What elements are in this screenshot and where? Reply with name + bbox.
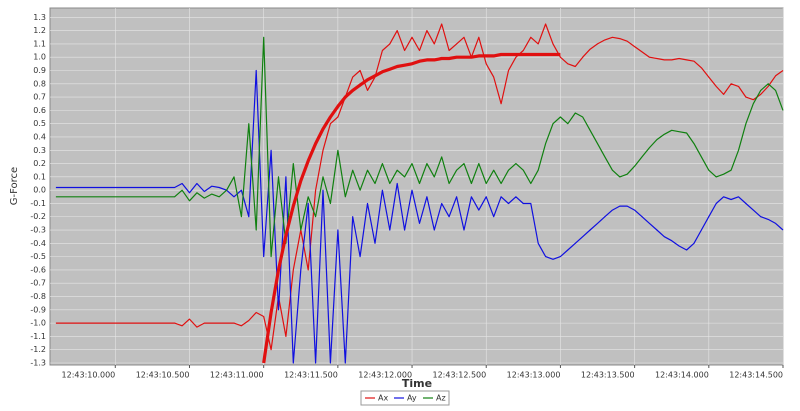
y-tick-label: -0.6 — [30, 265, 46, 274]
x-tick-label: 12:43:14.500 — [729, 371, 783, 380]
x-tick-label: 12:43:12.000 — [358, 371, 412, 380]
x-tick-label: 12:43:10.000 — [62, 371, 116, 380]
y-tick-label: -1.0 — [30, 319, 46, 328]
y-tick-label: -1.3 — [30, 359, 46, 368]
x-tick-label: 12:43:11.000 — [210, 371, 264, 380]
y-tick-label: 0.0 — [33, 186, 46, 195]
y-tick-label: -0.5 — [30, 252, 46, 261]
x-tick-label: 12:43:11.500 — [284, 371, 338, 380]
legend-label: Az — [436, 394, 446, 403]
y-tick-label: 1.1 — [33, 39, 46, 48]
x-tick-label: 12:43:10.500 — [136, 371, 190, 380]
y-tick-label: 0.7 — [33, 93, 46, 102]
x-tick-label: 12:43:14.000 — [655, 371, 709, 380]
x-tick-label: 12:43:13.500 — [581, 371, 635, 380]
y-tick-label: 0.8 — [33, 79, 46, 88]
y-tick-label: 1.0 — [33, 53, 46, 62]
y-tick-label: 0.5 — [33, 119, 46, 128]
y-tick-label: 1.2 — [33, 26, 46, 35]
y-tick-label: 1.3 — [33, 13, 46, 22]
series-line — [262, 52, 561, 364]
y-tick-label: -0.1 — [30, 199, 46, 208]
x-tick-label: 12:43:12.500 — [432, 371, 486, 380]
y-tick-label: -0.3 — [30, 226, 46, 235]
y-tick-label: -0.4 — [30, 239, 46, 248]
y-tick-label: 0.3 — [33, 146, 46, 155]
y-tick-label: -0.9 — [30, 305, 46, 314]
y-tick-label: 0.1 — [33, 172, 46, 181]
x-axis-label: Time — [402, 377, 432, 390]
y-tick-label: 0.9 — [33, 66, 46, 75]
y-tick-label: -0.2 — [30, 212, 46, 221]
legend-box — [360, 390, 450, 406]
y-tick-label: 0.2 — [33, 159, 46, 168]
y-axis-label: G-Force — [9, 167, 20, 205]
series-line — [55, 23, 784, 351]
y-tick-label: 0.4 — [33, 132, 46, 141]
y-tick-label: -1.1 — [30, 332, 46, 341]
legend-label: Ay — [407, 394, 417, 403]
legend-label: Ax — [378, 394, 388, 403]
y-tick-label: -0.8 — [30, 292, 46, 301]
series-line — [55, 36, 784, 258]
y-tick-label: 0.6 — [33, 106, 46, 115]
x-tick-label: 12:43:13.000 — [507, 371, 561, 380]
series-line — [55, 69, 784, 364]
y-tick-label: -0.7 — [30, 279, 46, 288]
y-tick-label: -1.2 — [30, 345, 46, 354]
